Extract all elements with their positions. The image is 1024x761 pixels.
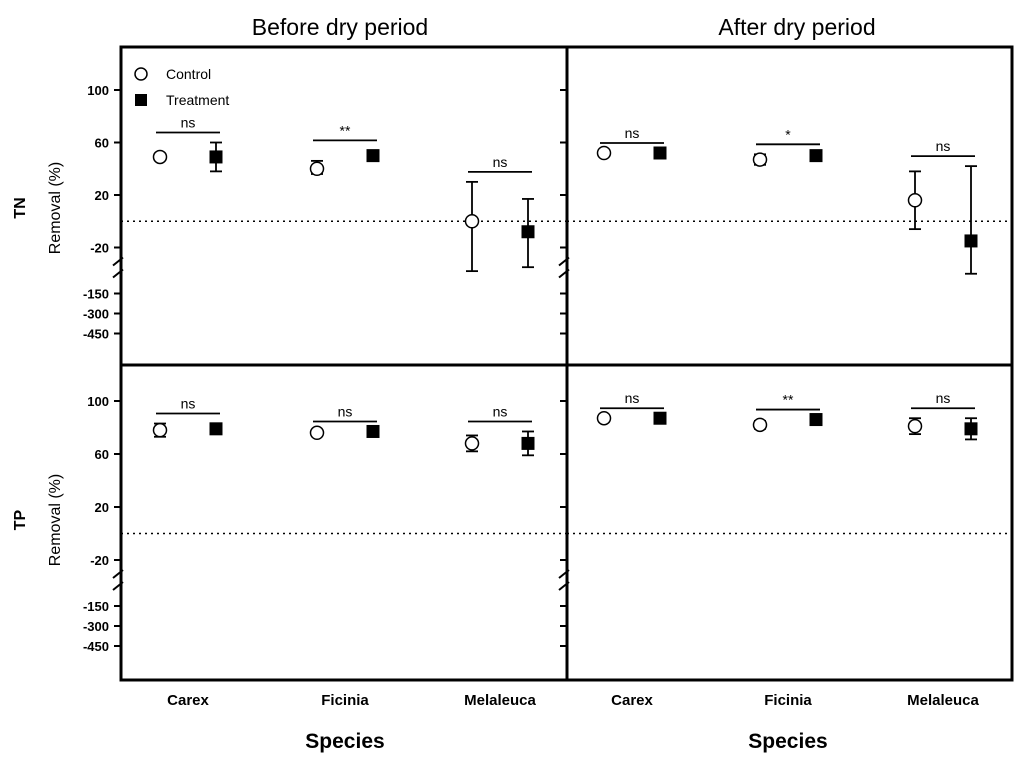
y-tick-label: 60 (95, 447, 109, 462)
point-treatment-carex (209, 422, 223, 436)
significance-label: ns (181, 115, 196, 131)
point-treatment-melaleuca (521, 436, 535, 450)
y-axes: 100 60 20 -20 -150 -300 -450 100 60 20 -20 -150 -300… (83, 49, 1012, 680)
significance-label: ns (625, 390, 640, 406)
significance-label: * (785, 126, 791, 142)
axis-break-mark (558, 268, 570, 279)
y-tick-label: 20 (95, 500, 109, 515)
legend: Control Treatment (134, 66, 229, 108)
row-label-tn: TN (12, 197, 29, 218)
x-tick-ficinia-before: Ficinia (321, 692, 369, 709)
x-tick-ficinia-after: Ficinia (764, 692, 812, 709)
legend-treatment-label: Treatment (166, 92, 229, 108)
x-tick-carex-before: Carex (167, 692, 209, 709)
axis-break-mark (558, 569, 570, 579)
significance-label: ns (338, 403, 353, 419)
significance-label: ns (493, 154, 508, 170)
point-control-melaleuca (907, 418, 923, 434)
point-treatment-carex (653, 411, 667, 425)
point-control-ficinia (752, 152, 768, 167)
point-treatment-ficinia (809, 413, 823, 427)
x-tick-melaleuca-before: Melaleuca (464, 692, 536, 709)
point-treatment-ficinia (809, 149, 823, 163)
legend-treatment-marker (135, 94, 147, 106)
point-treatment-melaleuca (964, 422, 978, 436)
point-control-ficinia (752, 417, 768, 433)
significance-label: ns (493, 403, 508, 419)
y-axis-label-tn: Removal (%) (47, 162, 64, 254)
point-control-melaleuca (464, 214, 480, 229)
y-tick-label: 20 (95, 188, 109, 203)
panel-frame-1-1 (565, 363, 1014, 682)
point-control-carex (596, 145, 612, 161)
axis-break-mark (558, 581, 570, 591)
significance-label: ns (936, 390, 951, 406)
point-control-ficinia (309, 161, 325, 176)
axis-break-mark (112, 581, 124, 591)
significance-label: ns (936, 138, 951, 154)
point-control-carex (596, 410, 612, 426)
point-treatment-melaleuca (964, 234, 978, 248)
data-marks: ns ** ns ns * ns ns ns ns ns ** ns (152, 115, 978, 457)
column-title-after: After dry period (718, 14, 875, 40)
point-control-melaleuca (907, 193, 923, 208)
y-tick-label: -300 (83, 307, 109, 322)
y-tick-label: 100 (87, 394, 109, 409)
significance-label: ns (181, 396, 196, 412)
axis-break-mark (112, 569, 124, 579)
point-treatment-carex (653, 146, 667, 160)
y-tick-label: 60 (95, 136, 109, 151)
y-tick-label: -150 (83, 599, 109, 614)
x-axis-label-after: Species (748, 730, 827, 753)
y-axis-label-tp: Removal (%) (47, 474, 64, 566)
legend-control-label: Control (166, 66, 211, 82)
x-axis-label-before: Species (305, 730, 384, 753)
y-tick-label: -450 (83, 639, 109, 654)
significance-label: ** (783, 392, 794, 408)
y-tick-label: -150 (83, 287, 109, 302)
x-tick-melaleuca-after: Melaleuca (907, 692, 979, 709)
column-title-before: Before dry period (252, 14, 428, 40)
point-treatment-ficinia (366, 149, 380, 163)
y-tick-label: -20 (90, 553, 109, 568)
point-treatment-carex (209, 150, 223, 164)
y-tick-label: -450 (83, 327, 109, 342)
row-label-tp: TP (12, 509, 29, 530)
x-tick-carex-after: Carex (611, 692, 653, 709)
point-control-carex (152, 422, 168, 438)
point-treatment-melaleuca (521, 225, 535, 239)
point-control-ficinia (309, 425, 325, 441)
axis-break-mark (112, 268, 124, 279)
axis-break-mark (558, 256, 570, 267)
point-treatment-ficinia (366, 424, 380, 438)
legend-control-marker (134, 67, 148, 81)
axis-break-mark (112, 256, 124, 267)
y-tick-label: -300 (83, 619, 109, 634)
significance-label: ns (625, 125, 640, 141)
panel-frame-0-1 (565, 45, 1014, 367)
significance-label: ** (340, 122, 351, 138)
y-tick-label: -20 (90, 241, 109, 256)
y-tick-label: 100 (87, 83, 109, 98)
point-control-melaleuca (464, 436, 480, 451)
point-control-carex (152, 149, 168, 165)
